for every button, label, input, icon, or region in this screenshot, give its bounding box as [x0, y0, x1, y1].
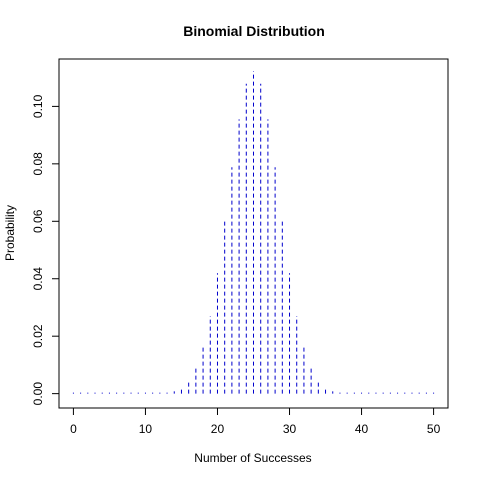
y-tick-label: 0.02	[31, 324, 45, 348]
y-tick-label: 0.06	[31, 209, 45, 233]
x-axis: 0 10 20 30 40 50	[70, 407, 441, 436]
x-tick-label: 30	[283, 422, 297, 436]
y-tick-label: 0.00	[31, 382, 45, 406]
y-tick-label: 0.10	[31, 94, 45, 118]
x-tick-label: 20	[211, 422, 225, 436]
chart-title: Binomial Distribution	[183, 23, 325, 39]
bar-series	[72, 71, 435, 394]
x-tick-label: 40	[355, 422, 369, 436]
x-tick-label: 0	[70, 422, 77, 436]
x-tick-label: 10	[139, 422, 153, 436]
y-tick-label: 0.04	[31, 267, 45, 291]
y-tick-label: 0.08	[31, 152, 45, 176]
x-tick-label: 50	[427, 422, 441, 436]
y-axis-label: Probability	[3, 205, 17, 261]
x-axis-label: Number of Successes	[194, 451, 311, 465]
y-axis: 0.00 0.02 0.04 0.06 0.08 0.10	[31, 94, 60, 406]
